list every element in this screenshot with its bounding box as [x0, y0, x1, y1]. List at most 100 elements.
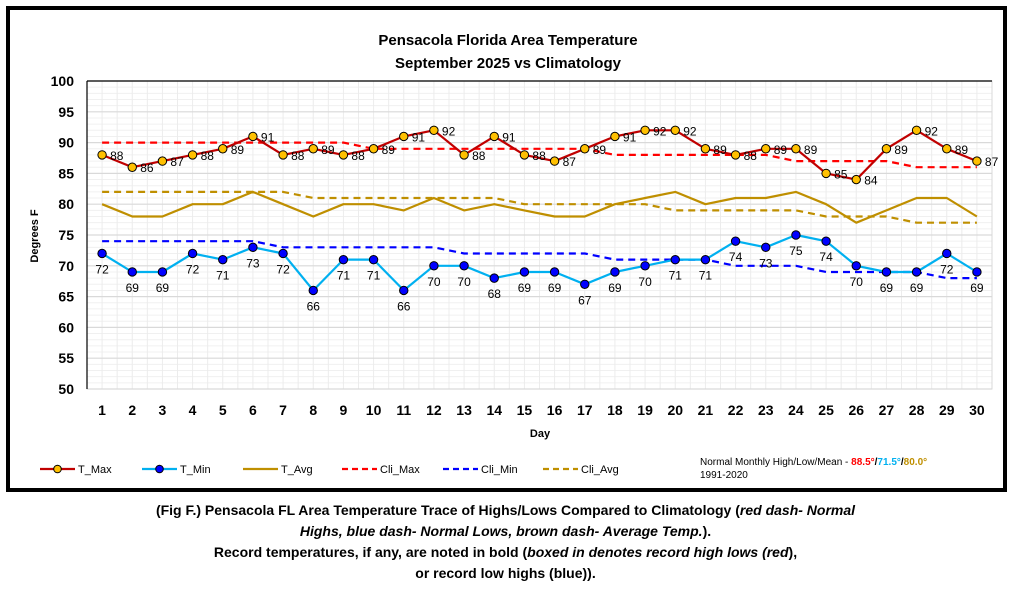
y-tick-label: 70 [58, 258, 74, 274]
y-tick-label: 85 [58, 165, 74, 181]
x-tick-label: 12 [426, 402, 442, 418]
data-point [489, 131, 499, 142]
data-point [218, 144, 228, 154]
caption-text: ). [702, 523, 712, 539]
data-point [429, 125, 439, 135]
data-point [278, 150, 288, 160]
legend-label: Cli_Max [380, 464, 420, 476]
x-tick-label: 19 [637, 402, 653, 418]
legend-label: T_Min [180, 464, 211, 476]
data-point [127, 162, 137, 172]
chart-title-line-2: September 2025 vs Climatology [395, 55, 622, 72]
data-label: 89 [321, 143, 335, 157]
data-point [429, 261, 439, 271]
data-point [791, 144, 801, 154]
data-label: 92 [442, 124, 456, 138]
x-tick-label: 24 [788, 402, 804, 418]
data-point [640, 125, 650, 135]
data-label: 73 [246, 256, 260, 270]
data-label: 71 [337, 269, 351, 283]
data-label: 86 [140, 161, 154, 175]
data-label: 72 [186, 262, 200, 276]
legend-item-cli-avg: Cli_Avg [543, 464, 619, 476]
data-label: 89 [774, 143, 788, 157]
data-label: 74 [819, 250, 833, 264]
data-point [368, 144, 379, 154]
data-point [489, 273, 499, 283]
normal-high: 88.5° [851, 457, 874, 468]
data-label: 75 [789, 244, 803, 258]
grid [86, 80, 993, 390]
normals-annotation: Normal Monthly High/Low/Mean - 88.5°/71.… [700, 457, 927, 468]
data-label: 89 [593, 143, 607, 157]
caption-text: (Fig F.) Pensacola FL Area Temperature T… [155, 502, 740, 518]
data-point [549, 267, 560, 277]
data-point [881, 144, 892, 154]
data-point [580, 279, 590, 289]
data-point [248, 242, 258, 253]
normals-period: 1991-2020 [700, 470, 748, 481]
x-tick-label: 16 [547, 402, 563, 418]
data-point [459, 150, 469, 160]
temperature-chart: Pensacola Florida Area Temperature Septe… [29, 32, 999, 481]
data-label: 71 [367, 269, 381, 283]
y-tick-label: 100 [51, 73, 75, 89]
data-point [972, 267, 982, 277]
x-tick-label: 9 [340, 402, 348, 418]
data-label: 66 [307, 299, 321, 313]
data-label: 87 [563, 155, 577, 169]
chart-title-line-1: Pensacola Florida Area Temperature [378, 32, 637, 49]
data-label: 72 [95, 262, 109, 276]
x-axis-label: Day [530, 428, 551, 440]
legend-marker [155, 464, 164, 474]
data-point [278, 248, 288, 259]
x-tick-label: 17 [577, 402, 593, 418]
sep-1: / [875, 457, 878, 468]
data-point [972, 156, 982, 166]
data-label: 71 [216, 269, 230, 283]
data-label: 70 [850, 275, 864, 289]
series-t-min: 72 69 69 72 71 73 72 66 71 71 66 70 70 68 69 69 67 69 70 71… [95, 230, 984, 313]
data-label: 91 [623, 130, 637, 144]
y-tick-label: 90 [58, 135, 74, 151]
data-point [610, 267, 620, 277]
data-point [519, 267, 530, 277]
data-point [911, 125, 922, 135]
data-point [911, 267, 922, 277]
y-tick-label: 95 [58, 104, 74, 120]
data-point [399, 285, 409, 296]
data-label: 89 [382, 143, 396, 157]
data-point [187, 150, 198, 160]
x-tick-label: 2 [128, 402, 136, 418]
data-point [157, 267, 168, 277]
data-label: 85 [834, 167, 848, 181]
series-line [101, 190, 978, 224]
data-label: 71 [669, 269, 683, 283]
data-point [942, 248, 952, 259]
data-point [640, 261, 650, 271]
data-point [821, 168, 831, 179]
data-point [670, 254, 680, 265]
x-tick-label: 20 [667, 402, 683, 418]
normals-prefix: Normal Monthly High/Low/Mean - [700, 457, 851, 468]
data-label: 88 [110, 149, 124, 163]
data-point [942, 144, 952, 154]
y-tick-label: 65 [58, 289, 74, 305]
caption-italic: Highs, blue dash- Normal Lows, brown das… [299, 523, 703, 539]
y-tick-label: 60 [58, 319, 74, 335]
data-point [730, 150, 741, 160]
x-tick-label: 8 [309, 402, 317, 418]
y-tick-label: 55 [58, 350, 74, 366]
y-tick-label: 80 [58, 196, 74, 212]
data-label: 88 [351, 149, 365, 163]
data-label: 72 [276, 262, 290, 276]
x-tick-label: 27 [879, 402, 895, 418]
data-point [338, 150, 349, 160]
data-label: 91 [502, 130, 516, 144]
x-tick-label: 4 [189, 402, 197, 418]
series-line [101, 129, 978, 181]
data-label: 92 [925, 124, 939, 138]
caption-line-4: or record low highs (blue)). [415, 565, 596, 581]
data-label: 88 [532, 149, 546, 163]
data-point [308, 285, 318, 296]
